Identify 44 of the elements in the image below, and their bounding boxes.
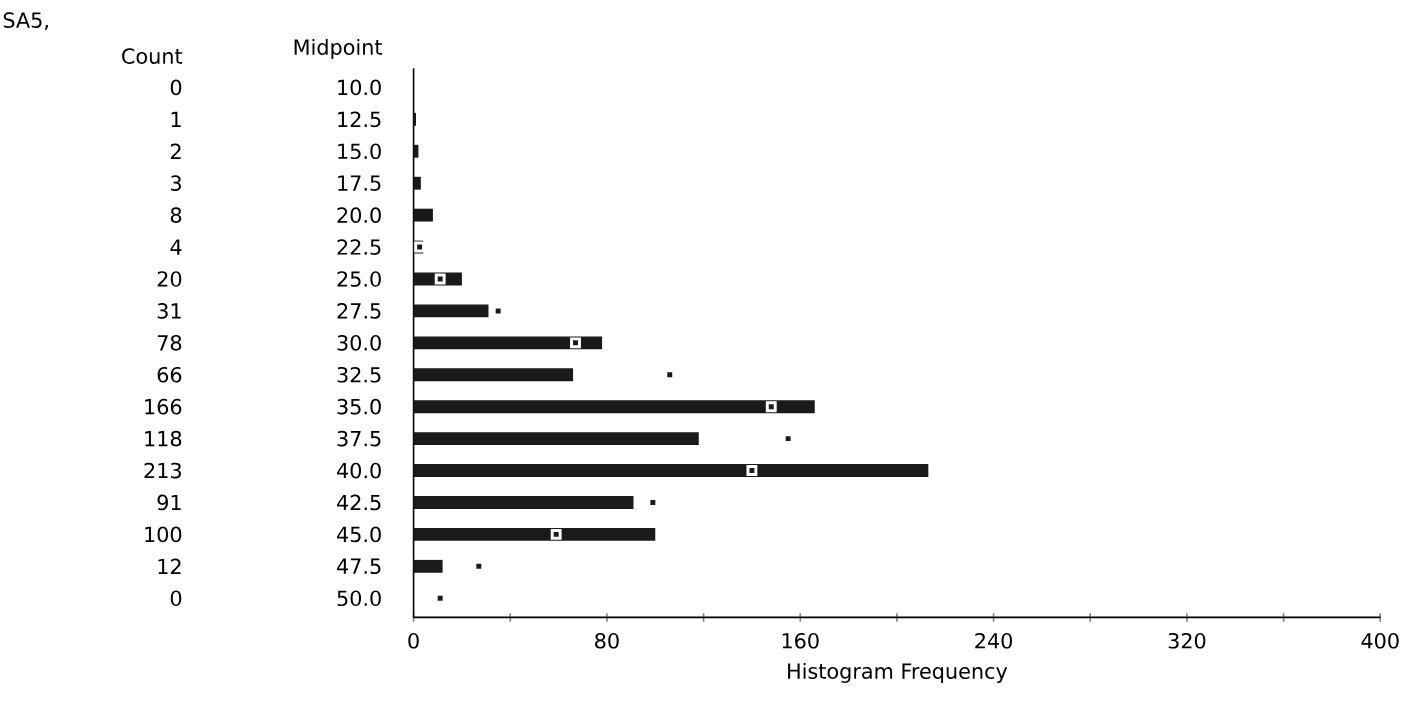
data-label: 20 [157,270,182,287]
data-label: 2 [170,143,181,159]
y-tick-label: 45.0 [337,526,381,543]
y-tick-label: 42.5 [337,494,381,511]
data-label: 100 [145,526,182,543]
y-tick-label: 32.5 [337,366,381,383]
data-label: 3 [171,175,181,191]
data-label: 118 [145,430,182,447]
x-tick-label: 0 [408,632,419,649]
x-tick-label: 400 [1361,632,1399,649]
text: SA5, [3,12,48,30]
y-tick-label: 47.5 [337,558,381,574]
x-tick-label: 80 [595,632,619,649]
y-tick-label: 10.0 [338,79,381,96]
y-tick-label: 22.5 [337,239,381,255]
data-label: 213 [144,462,181,479]
x-tick-label: 320 [1168,632,1206,649]
y-tick-label: 20.0 [337,207,381,223]
data-label: 166 [145,398,182,415]
y-tick-label: 12.5 [338,111,381,128]
data-label: 12 [158,558,181,574]
y-tick-label: 30.0 [337,334,381,351]
data-label: 91 [157,494,181,511]
y-tick-label: 25.0 [337,270,381,287]
data-label: 4 [170,239,182,255]
x-axis-title: Histogram Frequency [788,662,1008,683]
x-tick-label: 160 [782,632,819,649]
data-label: 66 [157,366,182,383]
y-tick-label: 35.0 [337,398,381,415]
y-tick-label: 37.5 [337,430,381,447]
x-tick-label: 240 [975,632,1013,649]
data-label: 0 [170,79,182,96]
y-tick-label: 40.0 [337,462,381,479]
data-label: 1 [171,111,181,127]
y-axis-title: Midpoint [294,38,383,59]
y-tick-label: 15.0 [338,143,381,159]
data-label: 31 [157,302,181,319]
data-label: 78 [157,334,182,351]
data-label: 8 [170,207,182,223]
y-tick-label: 17.5 [338,175,381,191]
y-tick-label: 27.5 [337,302,381,319]
data-label: 0 [170,590,182,606]
y-tick-label: 50.0 [337,590,381,606]
text: Count [122,48,183,64]
